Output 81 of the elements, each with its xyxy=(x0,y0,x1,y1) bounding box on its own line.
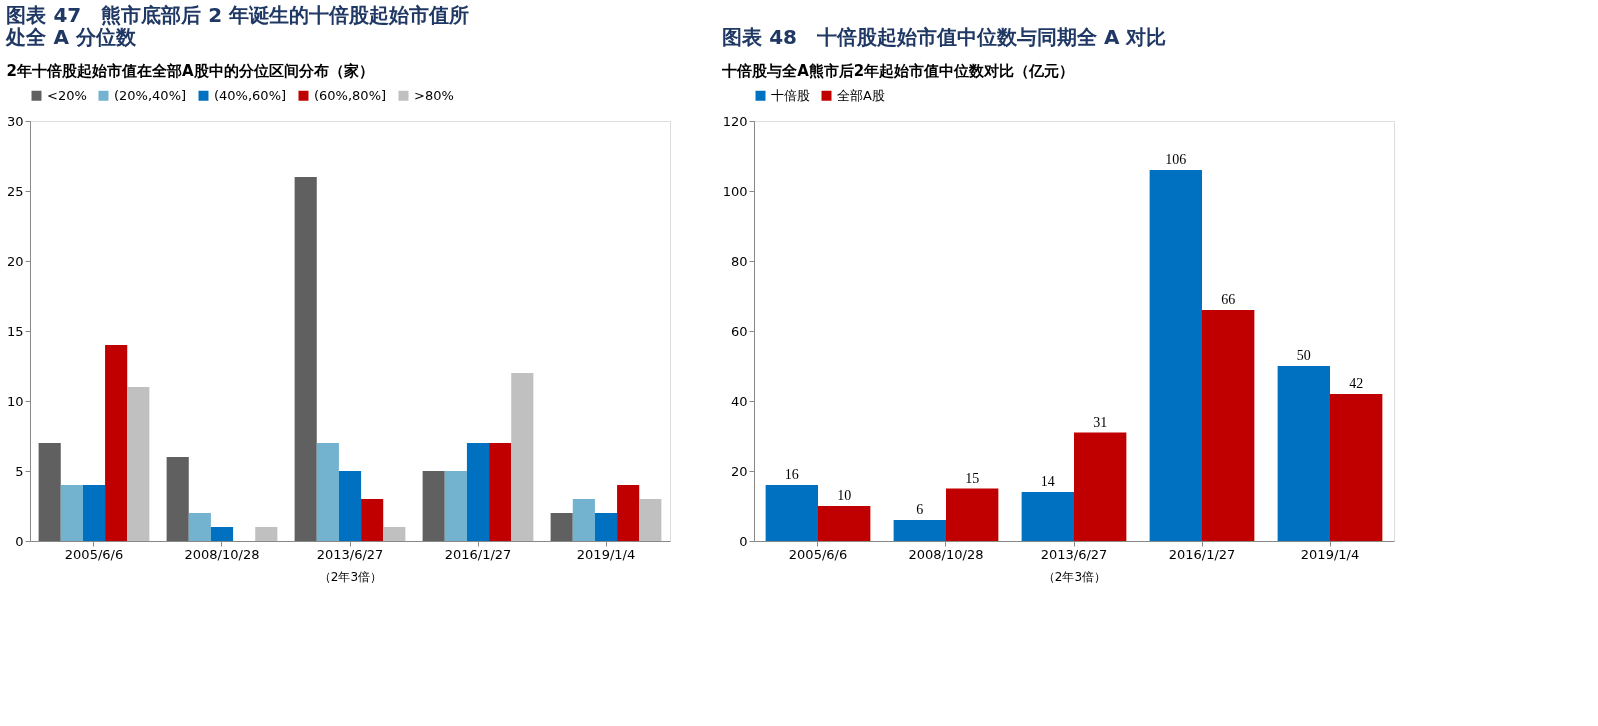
y-tick-label: 25 xyxy=(6,183,24,199)
bar xyxy=(572,499,595,541)
bar xyxy=(511,373,534,541)
data-label: 106 xyxy=(1165,152,1187,167)
bar xyxy=(127,387,150,541)
chart-title: 图表 47 熊市底部后 2 年诞生的十倍股起始市值所处全 A 分位数 xyxy=(5,3,470,49)
y-tick-label: 100 xyxy=(722,183,748,199)
bar xyxy=(639,499,662,541)
x-tick-label: 2008/10/28 xyxy=(184,546,260,562)
bar xyxy=(946,488,999,541)
bar xyxy=(765,485,818,541)
bar xyxy=(60,485,83,541)
x-tick-label: 2008/10/28 xyxy=(908,546,984,562)
x-tick-label: 2013/6/27 xyxy=(1040,546,1108,562)
bar xyxy=(1021,492,1074,541)
y-tick-label: 10 xyxy=(6,393,24,409)
x-tick-label: 2005/6/6 xyxy=(64,546,124,562)
data-label: 10 xyxy=(837,488,852,503)
bar xyxy=(38,443,61,541)
legend-label: (40%,60%] xyxy=(214,87,287,103)
bar xyxy=(422,471,445,541)
bar xyxy=(1202,310,1255,541)
x-tick-label: 2016/1/27 xyxy=(1168,546,1236,562)
data-label: 66 xyxy=(1221,292,1236,307)
legend-label: (60%,80%] xyxy=(314,87,387,103)
x-tick-label: 2019/1/4 xyxy=(576,546,636,562)
bar xyxy=(489,443,512,541)
bar xyxy=(1330,394,1383,541)
y-tick-label: 120 xyxy=(722,113,748,129)
bar xyxy=(466,443,490,541)
bar xyxy=(1277,366,1330,541)
y-tick-label: 0 xyxy=(15,533,24,549)
bar xyxy=(105,345,128,541)
chart-subtitle: 十倍股与全A熊市后2年起始市值中位数对比（亿元） xyxy=(721,62,1075,80)
y-tick-label: 60 xyxy=(730,323,748,339)
data-label: 16 xyxy=(784,467,799,482)
data-label: 14 xyxy=(1040,474,1055,489)
y-tick-label: 30 xyxy=(6,113,24,129)
chart-subtitle: 2年十倍股起始市值在全部A股中的分位区间分布（家） xyxy=(6,62,374,80)
bar xyxy=(338,471,362,541)
y-tick-label: 5 xyxy=(15,463,24,479)
bar xyxy=(383,527,406,541)
data-label: 31 xyxy=(1093,414,1108,430)
legend-label: 十倍股 xyxy=(771,87,810,103)
x-tick-label: 2016/1/27 xyxy=(444,546,512,562)
legend-label: (20%,40%] xyxy=(114,87,187,103)
y-tick-label: 20 xyxy=(6,253,24,269)
bar xyxy=(188,513,211,541)
bar xyxy=(210,527,234,541)
y-tick-label: 80 xyxy=(730,253,748,269)
bar xyxy=(550,513,573,541)
data-label: 15 xyxy=(965,470,980,486)
legend-label: <20% xyxy=(47,87,87,103)
bar xyxy=(82,485,106,541)
y-tick-label: 20 xyxy=(730,463,748,479)
bar xyxy=(617,485,640,541)
bar xyxy=(893,520,946,541)
legend-label: >80% xyxy=(414,87,454,103)
chart-title: 图表 48 十倍股起始市值中位数与同期全 A 对比 xyxy=(722,25,1167,49)
bar xyxy=(316,443,339,541)
y-tick-label: 40 xyxy=(730,393,748,409)
x-axis-title: （2年3倍） xyxy=(1042,569,1107,584)
bar xyxy=(1074,432,1127,541)
legend-label: 全部A股 xyxy=(837,87,885,103)
bar xyxy=(594,513,618,541)
bar xyxy=(818,506,871,541)
bar xyxy=(255,527,278,541)
x-axis-title: （2年3倍） xyxy=(318,569,383,584)
x-tick-label: 2019/1/4 xyxy=(1300,546,1360,562)
bar xyxy=(1149,170,1202,541)
data-label: 42 xyxy=(1349,376,1364,391)
y-tick-label: 0 xyxy=(739,533,748,549)
bar xyxy=(166,457,189,541)
data-label: 6 xyxy=(916,502,924,517)
bar xyxy=(444,471,467,541)
data-label: 50 xyxy=(1296,348,1311,363)
bar xyxy=(294,177,317,541)
x-tick-label: 2005/6/6 xyxy=(788,546,848,562)
x-tick-label: 2013/6/27 xyxy=(316,546,384,562)
y-tick-label: 15 xyxy=(6,323,24,339)
bar xyxy=(361,499,384,541)
